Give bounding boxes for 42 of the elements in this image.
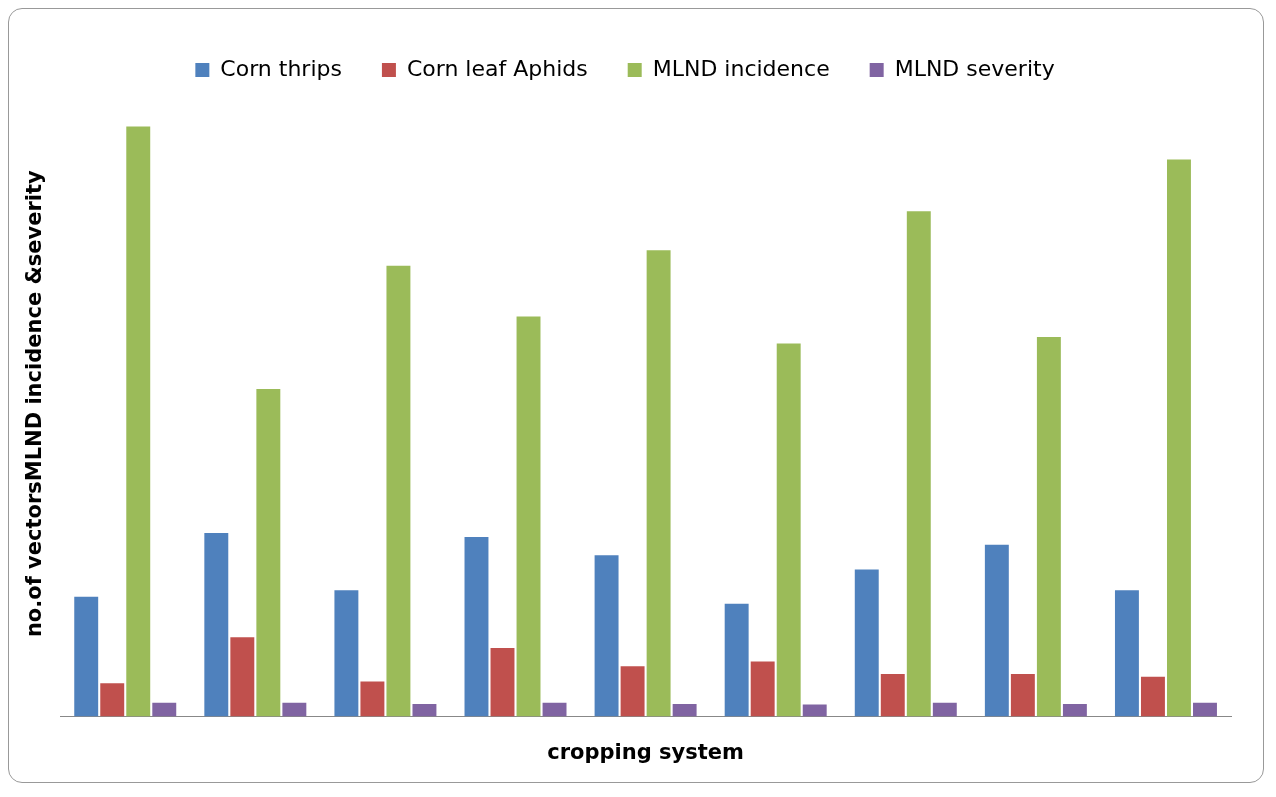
bar (1036, 337, 1061, 717)
bar (282, 702, 307, 717)
legend-label: MLND incidence (652, 55, 830, 81)
bar (594, 555, 619, 717)
bar (750, 661, 775, 717)
bar (490, 647, 515, 717)
y-axis-title: no.of vectorsMLND incidence &severity (22, 169, 47, 638)
bar (776, 343, 801, 717)
bar (724, 603, 749, 717)
legend-label: Corn thrips (220, 55, 342, 81)
bar (516, 316, 541, 717)
bar (984, 544, 1009, 717)
bar (412, 704, 437, 717)
bar (334, 590, 359, 717)
bar (74, 596, 99, 717)
bar (1167, 159, 1191, 717)
bar (230, 637, 255, 717)
bar (542, 702, 567, 717)
bar (256, 388, 281, 717)
bar (646, 250, 671, 717)
bar (386, 265, 411, 717)
bar (152, 702, 177, 717)
bar (100, 683, 125, 717)
bar (1140, 676, 1165, 717)
bar (906, 211, 931, 717)
bar (126, 126, 151, 717)
bar (204, 532, 229, 717)
bar (672, 704, 697, 717)
bar (1193, 702, 1217, 717)
legend-label: Corn leaf Aphids (406, 55, 588, 81)
bar (1062, 704, 1087, 717)
bar (932, 702, 957, 717)
bar (854, 569, 879, 717)
bar (880, 673, 905, 717)
bar (464, 537, 489, 717)
bar (1010, 673, 1035, 717)
bar (802, 704, 827, 717)
bar (360, 681, 385, 717)
bar (620, 666, 645, 717)
legend-label: MLND severity (894, 55, 1055, 81)
bar (1114, 590, 1139, 717)
x-axis-title: cropping system (547, 739, 744, 764)
